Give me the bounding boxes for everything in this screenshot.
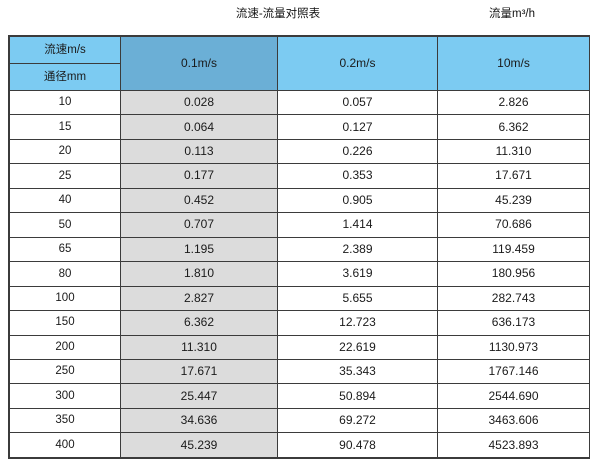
cell-flow-0-1ms: 6.362 (120, 310, 278, 336)
cell-flow-0-1ms: 0.064 (120, 114, 278, 140)
cell-diameter: 200 (9, 334, 121, 360)
table-row: 400 45.239 90.478 4523.893 (9, 432, 590, 458)
cell-flow-0-1ms: 25.447 (120, 383, 278, 409)
cell-flow-0-1ms: 45.239 (120, 432, 278, 458)
cell-flow-0-1ms: 1.810 (120, 261, 278, 287)
cell-flow-10ms: 636.173 (437, 310, 590, 336)
cell-flow-0-2ms: 90.478 (277, 432, 438, 458)
cell-flow-10ms: 45.239 (437, 187, 590, 214)
cell-flow-0-2ms: 50.894 (277, 383, 438, 409)
table-header-row-top: 流速m/s 0.1m/s 0.2m/s 10m/s (9, 36, 590, 91)
table-row: 150 6.362 12.723 636.173 (9, 310, 590, 336)
cell-flow-0-1ms: 11.310 (120, 334, 278, 360)
cell-diameter: 10 (9, 89, 121, 116)
cell-flow-0-2ms: 5.655 (277, 285, 438, 312)
cell-diameter: 250 (9, 358, 121, 385)
corner-header-diameter: 通径mm (9, 63, 121, 91)
cell-flow-10ms: 1130.973 (437, 334, 590, 360)
cell-flow-10ms: 11.310 (437, 138, 590, 165)
cell-flow-10ms: 2544.690 (437, 383, 590, 409)
cell-flow-0-2ms: 35.343 (277, 358, 438, 385)
table-row: 65 1.195 2.389 119.459 (9, 236, 590, 263)
column-header-10ms: 10m/s (437, 36, 590, 91)
table-row: 200 11.310 22.619 1130.973 (9, 334, 590, 360)
cell-diameter: 25 (9, 163, 121, 189)
table-row: 15 0.064 0.127 6.362 (9, 114, 590, 140)
cell-flow-0-2ms: 12.723 (277, 310, 438, 336)
cell-flow-0-1ms: 2.827 (120, 285, 278, 312)
cell-flow-10ms: 180.956 (437, 261, 590, 287)
cell-flow-0-1ms: 0.452 (120, 187, 278, 214)
cell-diameter: 20 (9, 138, 121, 165)
cell-flow-0-1ms: 1.195 (120, 236, 278, 263)
cell-flow-10ms: 2.826 (437, 89, 590, 116)
cell-diameter: 50 (9, 212, 121, 238)
table-row: 80 1.810 3.619 180.956 (9, 261, 590, 287)
cell-diameter: 65 (9, 236, 121, 263)
table-row: 350 34.636 69.272 3463.606 (9, 407, 590, 434)
corner-header-velocity: 流速m/s (9, 36, 121, 64)
cell-flow-0-2ms: 1.414 (277, 212, 438, 238)
cell-flow-0-2ms: 69.272 (277, 407, 438, 434)
cell-flow-0-1ms: 0.028 (120, 89, 278, 116)
cell-flow-0-2ms: 3.619 (277, 261, 438, 287)
cell-flow-0-2ms: 0.127 (277, 114, 438, 140)
cell-flow-0-2ms: 0.057 (277, 89, 438, 116)
table-row: 40 0.452 0.905 45.239 (9, 187, 590, 214)
table-row: 300 25.447 50.894 2544.690 (9, 383, 590, 409)
cell-flow-10ms: 3463.606 (437, 407, 590, 434)
table-header-row-bottom: 通径mm (9, 63, 590, 91)
cell-flow-0-1ms: 0.113 (120, 138, 278, 165)
unit-title: 流量m³/h (489, 8, 535, 20)
table-row: 50 0.707 1.414 70.686 (9, 212, 590, 238)
table-row: 20 0.113 0.226 11.310 (9, 138, 590, 165)
cell-flow-10ms: 1767.146 (437, 358, 590, 385)
table-row: 10 0.028 0.057 2.826 (9, 89, 590, 116)
column-header-0-1ms: 0.1m/s (120, 36, 278, 91)
cell-flow-10ms: 70.686 (437, 212, 590, 238)
main-title: 流速-流量对照表 (235, 8, 321, 20)
cell-flow-0-2ms: 0.226 (277, 138, 438, 165)
cell-diameter: 15 (9, 114, 121, 140)
cell-flow-0-1ms: 17.671 (120, 358, 278, 385)
cell-flow-10ms: 282.743 (437, 285, 590, 312)
cell-flow-10ms: 6.362 (437, 114, 590, 140)
table-row: 250 17.671 35.343 1767.146 (9, 358, 590, 385)
cell-diameter: 150 (9, 310, 121, 336)
cell-flow-10ms: 119.459 (437, 236, 590, 263)
flow-rate-table: 流速m/s 0.1m/s 0.2m/s 10m/s 通径mm 10 0.028 0.… (9, 36, 590, 458)
cell-flow-0-2ms: 0.353 (277, 163, 438, 189)
cell-diameter: 40 (9, 187, 121, 214)
cell-flow-10ms: 17.671 (437, 163, 590, 189)
caption-row: 流速-流量对照表 流量m³/h (0, 0, 600, 33)
cell-diameter: 300 (9, 383, 121, 409)
cell-flow-0-1ms: 0.707 (120, 212, 278, 238)
table-row: 100 2.827 5.655 282.743 (9, 285, 590, 312)
flow-rate-table-container: 流速m/s 0.1m/s 0.2m/s 10m/s 通径mm 10 0.028 0.… (8, 35, 590, 459)
cell-flow-0-2ms: 2.389 (277, 236, 438, 263)
cell-diameter: 80 (9, 261, 121, 287)
column-header-0-2ms: 0.2m/s (277, 36, 438, 91)
cell-flow-0-1ms: 0.177 (120, 163, 278, 189)
cell-flow-0-1ms: 34.636 (120, 407, 278, 434)
table-body: 流速m/s 0.1m/s 0.2m/s 10m/s 通径mm 10 0.028 0.… (9, 36, 590, 458)
cell-flow-0-2ms: 22.619 (277, 334, 438, 360)
cell-diameter: 350 (9, 407, 121, 434)
cell-diameter: 100 (9, 285, 121, 312)
cell-diameter: 400 (9, 432, 121, 458)
cell-flow-10ms: 4523.893 (437, 432, 590, 458)
cell-flow-0-2ms: 0.905 (277, 187, 438, 214)
table-row: 25 0.177 0.353 17.671 (9, 163, 590, 189)
